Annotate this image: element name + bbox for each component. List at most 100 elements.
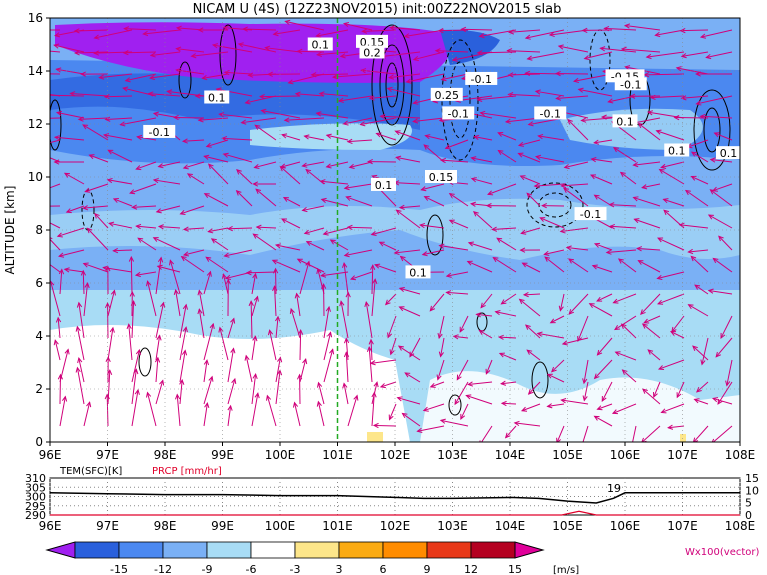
wind-arrow-head — [558, 305, 564, 312]
wind-arrow-head — [349, 275, 357, 281]
wind-arrow — [347, 226, 373, 229]
wind-arrow-head — [222, 152, 229, 158]
y-tick-label: 14 — [28, 64, 43, 78]
contour-labels: 0.1-0.10.1 0.150.20.10.250.15-0.1-0.10.1-… — [143, 34, 741, 279]
wind-arrow — [76, 326, 85, 361]
wind-arrow — [131, 369, 137, 405]
sub-left-tick-label: 310 — [25, 472, 46, 485]
wind-arrow — [435, 50, 469, 53]
wind-arrow-head — [252, 272, 258, 279]
wind-arrow — [321, 271, 349, 277]
wind-arrow — [285, 20, 325, 31]
colorbar-end-high — [514, 541, 545, 559]
x-tick-label: 98E — [154, 448, 177, 462]
wind-arrow-head — [448, 219, 455, 225]
wind-arrow-head — [673, 114, 680, 121]
wind-arrow — [370, 359, 397, 364]
wind-arrow — [634, 218, 661, 229]
wind-arrow — [131, 349, 140, 383]
wind-arrow-head — [103, 94, 110, 100]
wind-arrow-head — [470, 156, 477, 162]
wind-arrow — [521, 403, 541, 412]
wind-arrow — [600, 47, 637, 53]
contour-label-bg — [405, 265, 431, 279]
wind-arrow — [480, 112, 517, 119]
wind-arrow-head — [342, 382, 348, 389]
wind-arrow-head — [632, 196, 639, 202]
wind-arrow-head — [63, 172, 70, 178]
wind-arrow — [578, 88, 613, 97]
wind-arrow-head — [64, 348, 70, 355]
wind-arrow — [129, 183, 157, 194]
wind-arrow — [132, 205, 157, 208]
wind-arrow-head — [61, 395, 68, 402]
wind-arrow — [323, 227, 349, 235]
wind-arrow-head — [550, 366, 557, 373]
tem-series-label: TEM(SFC)[K] — [59, 466, 122, 477]
wind-arrow — [317, 401, 325, 427]
wind-arrow-head — [384, 299, 391, 306]
wind-arrow-head — [401, 412, 408, 419]
wind-arrow — [296, 293, 301, 317]
y-tick-label: 8 — [35, 223, 43, 237]
wind-arrow — [522, 262, 541, 273]
wind-arrow-head — [699, 33, 707, 39]
wind-arrow — [222, 274, 229, 295]
wind-arrow-head — [93, 34, 100, 40]
wind-arrow — [561, 399, 589, 405]
wind-arrow — [691, 151, 709, 163]
contour-label-bg — [307, 37, 333, 51]
wind-arrow-head — [339, 53, 346, 59]
sub-x-tick-label: 104E — [495, 519, 526, 533]
wind-arrow-head — [236, 168, 242, 175]
contour-ring — [385, 62, 399, 108]
wind-arrow — [413, 117, 445, 122]
wind-arrow — [319, 92, 349, 97]
wind-arrow — [316, 29, 349, 37]
wind-arrow-head — [506, 48, 513, 54]
wind-arrow — [50, 50, 61, 53]
wind-arrow-head — [546, 373, 553, 379]
wind-arrow — [508, 73, 541, 76]
wind-arrow-head — [711, 438, 717, 442]
wind-arrow-head — [536, 331, 543, 337]
wind-arrow-head — [690, 151, 697, 157]
sub-x-tick-label: 107E — [667, 519, 698, 533]
wind-arrow — [474, 136, 493, 141]
sub-right-tick-label: 10 — [745, 484, 759, 497]
wind-arrow — [440, 337, 445, 357]
wind-arrow — [538, 135, 565, 141]
wind-arrow-head — [590, 157, 597, 163]
wind-arrow — [556, 95, 589, 99]
wind-arrow — [155, 302, 165, 339]
wind-arrow-head — [156, 334, 162, 341]
wind-arrow-head — [568, 258, 574, 264]
wind-arrow-head — [342, 21, 350, 28]
wind-arrow — [204, 155, 229, 163]
wind-arrow-head — [577, 335, 583, 343]
wind-arrow — [518, 139, 541, 146]
wind-arrow-head — [541, 203, 547, 209]
wind-arrow-head — [279, 165, 286, 172]
wind-arrow-head — [157, 224, 164, 230]
wind-arrow-head — [692, 437, 699, 442]
wind-arrow-head — [420, 186, 427, 192]
wind-arrow-head — [201, 75, 208, 81]
wind-arrow — [632, 425, 637, 442]
wind-arrow-head — [485, 368, 491, 375]
wind-arrow — [544, 256, 565, 273]
wind-arrow — [498, 150, 517, 163]
wind-arrow — [316, 112, 349, 119]
wind-arrow-head — [656, 274, 663, 281]
wind-arrow — [642, 388, 661, 405]
wind-arrow-head — [122, 50, 129, 56]
wind-arrow — [561, 183, 589, 187]
wind-arrow-head — [717, 398, 723, 405]
sub-right-tick-label: 15 — [745, 472, 759, 485]
wind-arrow-head — [159, 379, 165, 386]
x-tick-label: 108E — [725, 448, 756, 462]
wind-arrow — [175, 289, 181, 317]
wind-arrow-head — [709, 189, 716, 195]
contour-label: -0.1 — [620, 78, 641, 91]
wind-arrow — [501, 293, 517, 305]
